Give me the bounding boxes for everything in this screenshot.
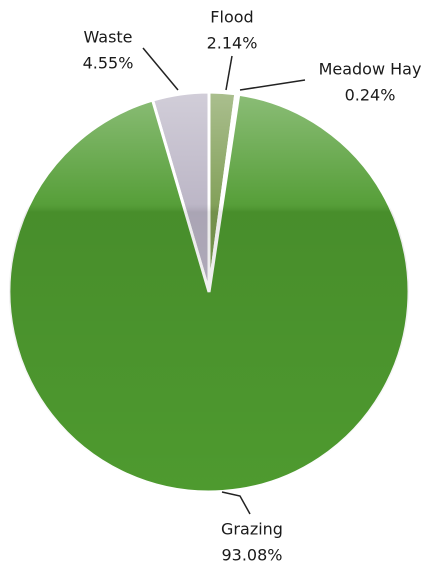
pie <box>9 92 409 492</box>
slice-value-label: 4.55% <box>83 54 134 73</box>
slice-label: Meadow Hay <box>319 60 422 79</box>
slice-label: Grazing <box>221 520 283 539</box>
leader-line <box>222 492 250 514</box>
chart: Waste 4.55% Flood 2.14% Meadow Hay 0.24% Grazi… <box>0 0 436 569</box>
slice-value-label: 93.08% <box>221 546 282 565</box>
slice-label: Flood <box>210 8 253 27</box>
leader-line <box>143 48 178 90</box>
leader-line <box>240 80 305 90</box>
slice-value-label: 0.24% <box>345 86 396 105</box>
leader-line <box>226 56 232 90</box>
slice-value-label: 2.14% <box>207 34 258 53</box>
slice-label: Waste <box>83 28 132 47</box>
page: {"chart_data": {"type": "pie", "categori… <box>0 0 436 569</box>
